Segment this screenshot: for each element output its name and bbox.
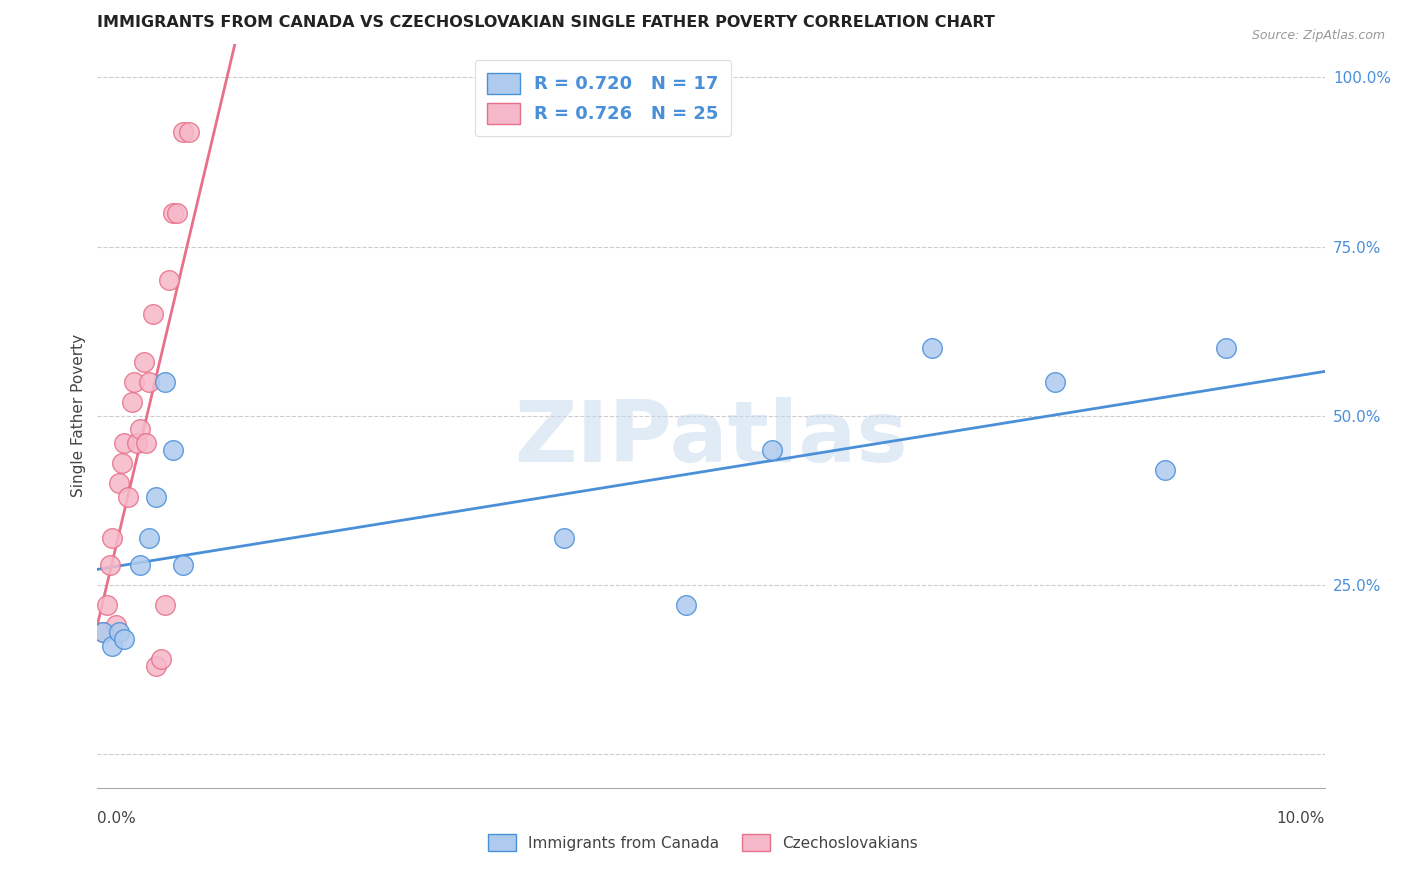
Legend: Immigrants from Canada, Czechoslovakians: Immigrants from Canada, Czechoslovakians	[482, 828, 924, 857]
Text: Source: ZipAtlas.com: Source: ZipAtlas.com	[1251, 29, 1385, 42]
Point	[172, 558, 194, 572]
Point	[553, 531, 575, 545]
Point	[122, 375, 145, 389]
Point	[138, 531, 160, 545]
Point	[101, 639, 124, 653]
Point	[129, 422, 152, 436]
Point	[104, 618, 127, 632]
Point	[129, 558, 152, 572]
Text: 10.0%: 10.0%	[1277, 812, 1324, 827]
Point	[117, 490, 139, 504]
Point	[166, 206, 188, 220]
Point	[179, 125, 201, 139]
Point	[162, 206, 184, 220]
Point	[125, 435, 148, 450]
Point	[98, 558, 121, 572]
Text: ZIPatlas: ZIPatlas	[515, 397, 908, 480]
Text: IMMIGRANTS FROM CANADA VS CZECHOSLOVAKIAN SINGLE FATHER POVERTY CORRELATION CHAR: IMMIGRANTS FROM CANADA VS CZECHOSLOVAKIA…	[97, 15, 995, 30]
Point	[111, 456, 134, 470]
Point	[172, 125, 194, 139]
Point	[1215, 341, 1237, 355]
Point	[108, 625, 131, 640]
Point	[135, 435, 157, 450]
Point	[142, 307, 165, 321]
Point	[675, 598, 697, 612]
Point	[157, 273, 180, 287]
Point	[112, 632, 135, 646]
Point	[93, 625, 115, 640]
Point	[153, 375, 176, 389]
Point	[1043, 375, 1066, 389]
Point	[93, 625, 115, 640]
Point	[121, 395, 143, 409]
Legend: R = 0.720   N = 17, R = 0.726   N = 25: R = 0.720 N = 17, R = 0.726 N = 25	[475, 60, 731, 136]
Point	[145, 490, 167, 504]
Point	[150, 652, 173, 666]
Point	[761, 442, 783, 457]
Point	[96, 598, 118, 612]
Point	[921, 341, 943, 355]
Point	[138, 375, 160, 389]
Point	[1154, 463, 1177, 477]
Point	[112, 435, 135, 450]
Point	[132, 354, 155, 368]
Point	[145, 659, 167, 673]
Point	[108, 476, 131, 491]
Point	[101, 531, 124, 545]
Text: 0.0%: 0.0%	[97, 812, 136, 827]
Y-axis label: Single Father Poverty: Single Father Poverty	[72, 334, 86, 498]
Point	[162, 442, 184, 457]
Point	[153, 598, 176, 612]
